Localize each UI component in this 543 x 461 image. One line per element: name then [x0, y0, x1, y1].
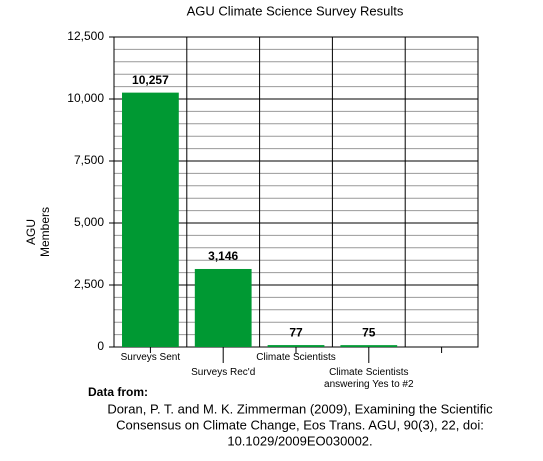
bar [267, 345, 325, 347]
source-line: 10.1029/2009EO030002. [227, 433, 372, 448]
x-tick-label: Climate Scientists answering Yes to #2 [324, 367, 414, 390]
x-tick-label: Climate Scientists [256, 352, 336, 363]
bar [122, 92, 179, 347]
bar [194, 268, 252, 347]
y-tick-label: 0 [97, 339, 104, 353]
chart-title: AGU Climate Science Survey Results [187, 3, 404, 18]
y-tick-label: 7,500 [74, 153, 104, 167]
y-axis-label: AGU [24, 219, 38, 245]
y-tick-label: 10,000 [67, 91, 104, 105]
source-heading: Data from: [88, 385, 148, 399]
y-tick-label: 2,500 [74, 277, 104, 291]
value-label: 3,146 [208, 249, 238, 263]
source-line: Consensus on Climate Change, Eos Trans. … [116, 417, 484, 432]
x-tick-label: Surveys Sent [120, 352, 181, 363]
y-axis-label: Members [38, 207, 52, 257]
value-label: 10,257 [132, 73, 169, 87]
y-tick-label: 5,000 [74, 215, 104, 229]
value-label: 77 [289, 325, 303, 339]
bar [340, 345, 398, 347]
x-tick-label: Surveys Rec'd [191, 367, 256, 378]
value-label: 75 [362, 325, 376, 339]
y-tick-label: 12,500 [67, 29, 104, 43]
source-line: Doran, P. T. and M. K. Zimmerman (2009),… [107, 401, 493, 416]
